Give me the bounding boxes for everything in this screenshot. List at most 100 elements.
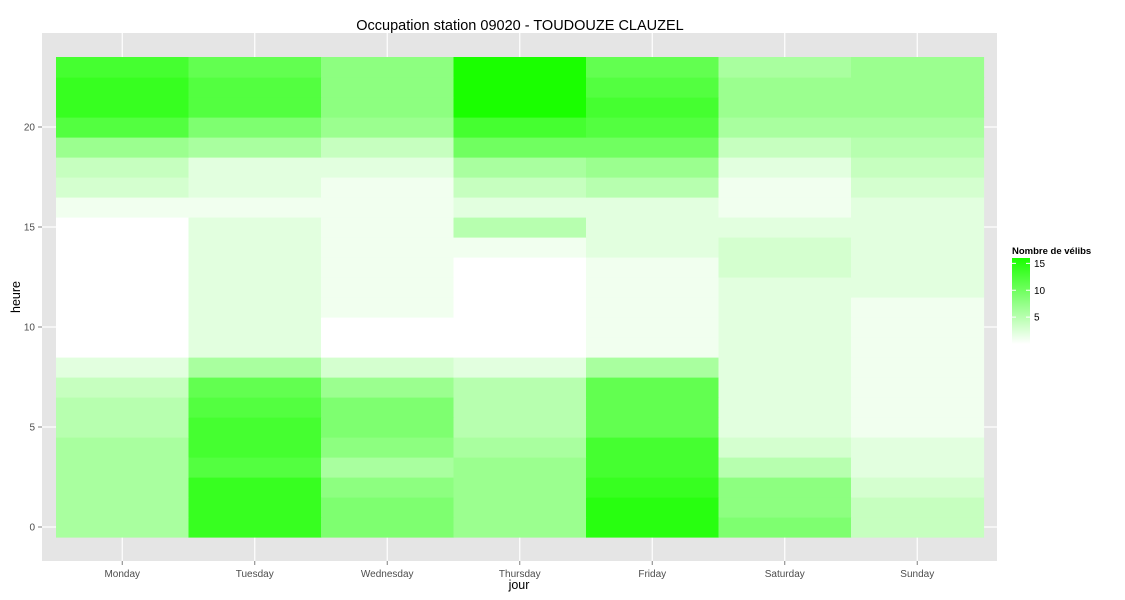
x-tick-label-friday: Friday [638, 569, 666, 580]
cell-thursday-4 [453, 437, 587, 458]
x-tick-label-saturday: Saturday [765, 569, 805, 580]
cell-saturday-6 [718, 397, 852, 418]
cell-sunday-20 [851, 117, 985, 138]
cell-saturday-3 [718, 457, 852, 478]
cell-saturday-17 [718, 177, 852, 198]
cell-sunday-1 [851, 497, 985, 518]
cell-tuesday-11 [188, 297, 322, 318]
cell-thursday-14 [453, 237, 587, 258]
y-tick-label-15: 15 [24, 223, 36, 234]
cell-saturday-4 [718, 437, 852, 458]
y-tick-label-5: 5 [29, 423, 35, 434]
cell-wednesday-0 [321, 517, 455, 538]
cell-monday-8 [56, 357, 190, 378]
cell-saturday-1 [718, 497, 852, 518]
cell-monday-18 [56, 157, 190, 178]
cell-friday-8 [586, 357, 720, 378]
cell-monday-13 [56, 257, 190, 278]
cell-thursday-11 [453, 297, 587, 318]
cell-wednesday-9 [321, 337, 455, 358]
cell-saturday-18 [718, 157, 852, 178]
cell-tuesday-2 [188, 477, 322, 498]
cell-friday-7 [586, 377, 720, 398]
cell-wednesday-2 [321, 477, 455, 498]
cell-wednesday-20 [321, 117, 455, 138]
y-tick-label-0: 0 [29, 523, 35, 534]
x-axis: Monday Tuesday Wednesday Thursday Friday Satu… [104, 561, 934, 580]
cell-thursday-3 [453, 457, 587, 478]
cell-sunday-12 [851, 277, 985, 298]
cell-tuesday-16 [188, 197, 322, 218]
cell-monday-19 [56, 137, 190, 158]
legend-tick-label-5: 5 [1034, 313, 1040, 324]
cell-wednesday-7 [321, 377, 455, 398]
cell-thursday-19 [453, 137, 587, 158]
cell-wednesday-5 [321, 417, 455, 438]
cell-sunday-19 [851, 137, 985, 158]
cell-wednesday-21 [321, 97, 455, 118]
cell-wednesday-22 [321, 77, 455, 98]
cell-thursday-5 [453, 417, 587, 438]
cell-tuesday-7 [188, 377, 322, 398]
cell-thursday-20 [453, 117, 587, 138]
cell-wednesday-4 [321, 437, 455, 458]
cell-sunday-11 [851, 297, 985, 318]
cell-saturday-23 [718, 57, 852, 78]
cell-tuesday-14 [188, 237, 322, 258]
cell-monday-10 [56, 317, 190, 338]
cell-friday-23 [586, 57, 720, 78]
cell-thursday-13 [453, 257, 587, 278]
cell-monday-4 [56, 437, 190, 458]
cell-friday-18 [586, 157, 720, 178]
cell-friday-19 [586, 137, 720, 158]
cell-wednesday-14 [321, 237, 455, 258]
cell-tuesday-3 [188, 457, 322, 478]
cell-wednesday-3 [321, 457, 455, 478]
legend-title: Nombre de vélibs [1012, 246, 1091, 257]
cell-saturday-2 [718, 477, 852, 498]
cell-friday-3 [586, 457, 720, 478]
cell-friday-20 [586, 117, 720, 138]
cell-saturday-7 [718, 377, 852, 398]
cell-tuesday-12 [188, 277, 322, 298]
cell-wednesday-11 [321, 297, 455, 318]
cell-tuesday-15 [188, 217, 322, 238]
cell-friday-11 [586, 297, 720, 318]
cell-thursday-16 [453, 197, 587, 218]
cell-sunday-6 [851, 397, 985, 418]
x-tick-label-sunday: Sunday [900, 569, 934, 580]
cell-sunday-7 [851, 377, 985, 398]
legend-tick-label-15: 15 [1034, 259, 1046, 270]
cell-sunday-10 [851, 317, 985, 338]
cell-tuesday-0 [188, 517, 322, 538]
cell-friday-4 [586, 437, 720, 458]
cell-tuesday-17 [188, 177, 322, 198]
cell-thursday-10 [453, 317, 587, 338]
cell-saturday-11 [718, 297, 852, 318]
cell-monday-5 [56, 417, 190, 438]
chart-title: Occupation station 09020 - TOUDOUZE CLAU… [356, 18, 683, 34]
cell-wednesday-19 [321, 137, 455, 158]
cell-saturday-8 [718, 357, 852, 378]
cell-sunday-21 [851, 97, 985, 118]
heatmap-cells [56, 57, 985, 538]
cell-thursday-15 [453, 217, 587, 238]
y-tick-label-20: 20 [24, 123, 36, 134]
cell-monday-20 [56, 117, 190, 138]
cell-wednesday-17 [321, 177, 455, 198]
y-axis-title: heure [9, 281, 23, 313]
cell-saturday-0 [718, 517, 852, 538]
cell-monday-3 [56, 457, 190, 478]
cell-wednesday-15 [321, 217, 455, 238]
x-tick-label-thursday: Thursday [499, 569, 541, 580]
cell-saturday-15 [718, 217, 852, 238]
cell-thursday-23 [453, 57, 587, 78]
cell-tuesday-4 [188, 437, 322, 458]
cell-thursday-22 [453, 77, 587, 98]
cell-friday-22 [586, 77, 720, 98]
cell-wednesday-1 [321, 497, 455, 518]
cell-sunday-0 [851, 517, 985, 538]
cell-tuesday-13 [188, 257, 322, 278]
cell-thursday-17 [453, 177, 587, 198]
